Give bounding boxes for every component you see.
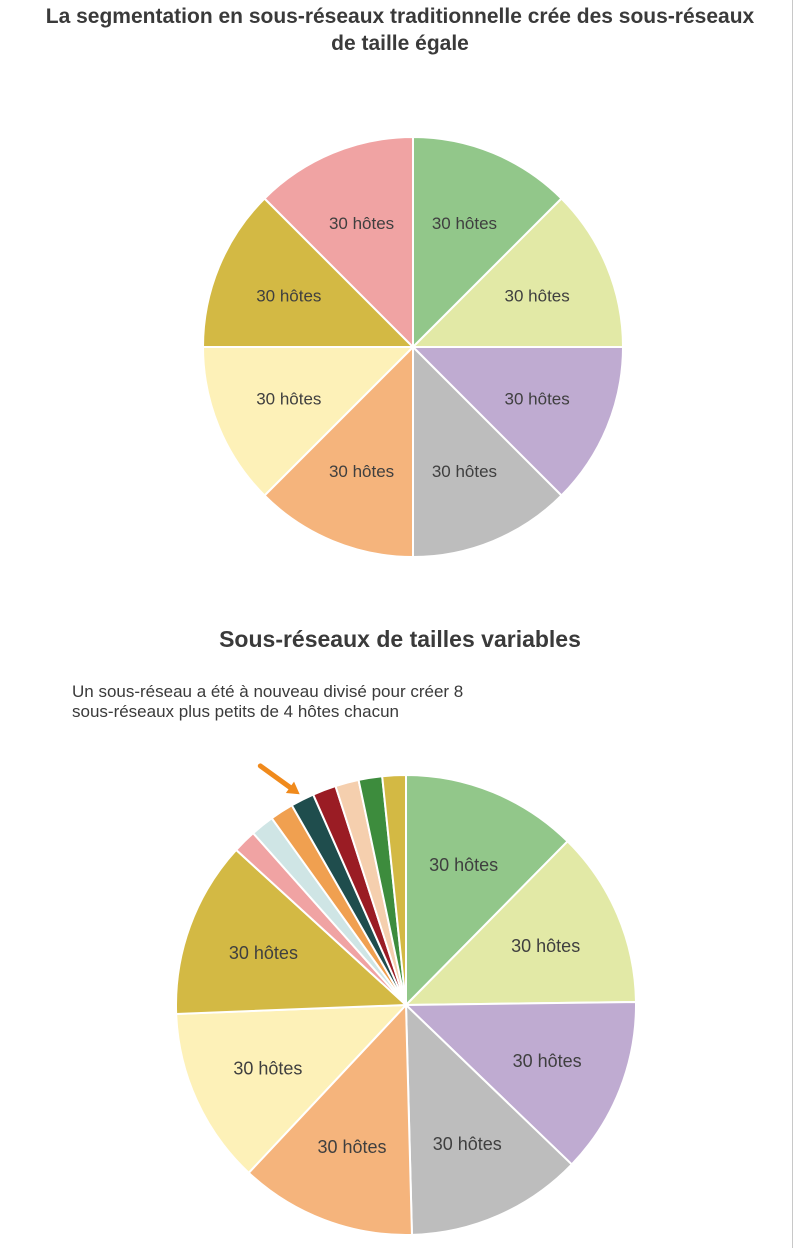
annotation-text: Un sous-réseau a été à nouveau divisé po… (72, 682, 464, 721)
pie2-slice-label-5: 30 hôtes (317, 1137, 386, 1157)
pie2-slice-label-7: 30 hôtes (229, 943, 298, 963)
callout-arrow (257, 763, 300, 795)
chart-title-variable: Sous-réseaux de tailles variables (219, 626, 581, 652)
pie2-slice-label-6: 30 hôtes (233, 1058, 302, 1078)
chart-title-traditional: La segmentation en sous-réseaux traditio… (45, 5, 755, 55)
pie2-slice-7 (175, 848, 409, 1015)
pie2-slice-3 (403, 1000, 637, 1166)
pie-chart-traditional: 30 hôtes 30 hôtes 30 hôtes 30 hôtes 30 hôtes… (201, 135, 625, 559)
pie1-slice-label-5: 30 hôtes (329, 462, 394, 481)
pie1-slice-8 (263, 135, 414, 350)
pie2-slice-4 (404, 1002, 574, 1236)
pie2-slice-1 (405, 773, 569, 1008)
pie2-slice-5 (247, 1002, 413, 1236)
pie1-slice-3 (410, 346, 625, 497)
pie2-slice-label-1: 30 hôtes (429, 855, 498, 875)
pie2-slice-2 (403, 839, 637, 1007)
pie1-slice-1 (412, 135, 563, 350)
pie1-slice-6 (201, 346, 416, 497)
pie1-slice-label-6: 30 hôtes (256, 389, 321, 408)
pie2-slice-15 (381, 773, 407, 1006)
pie1-slice-4 (412, 344, 563, 559)
pie2-slice-label-4: 30 hôtes (433, 1134, 502, 1154)
pie1-slice-label-8: 30 hôtes (329, 214, 394, 233)
pie1-slice-label-2: 30 hôtes (505, 287, 570, 306)
pie1-slice-label-7: 30 hôtes (256, 287, 321, 306)
pie2-slice-6 (175, 1003, 409, 1175)
pie2-slice-label-3: 30 hôtes (513, 1051, 582, 1071)
pie1-slice-label-3: 30 hôtes (505, 389, 570, 408)
page-right-border (792, 0, 793, 1248)
pie1-slice-7 (201, 197, 416, 348)
pie1-slice-2 (410, 197, 625, 348)
pie1-slice-label-4: 30 hôtes (432, 462, 497, 481)
pie1-slice-label-1: 30 hôtes (432, 214, 497, 233)
pie2-slice-label-2: 30 hôtes (511, 936, 580, 956)
pie1-slice-5 (263, 344, 414, 559)
